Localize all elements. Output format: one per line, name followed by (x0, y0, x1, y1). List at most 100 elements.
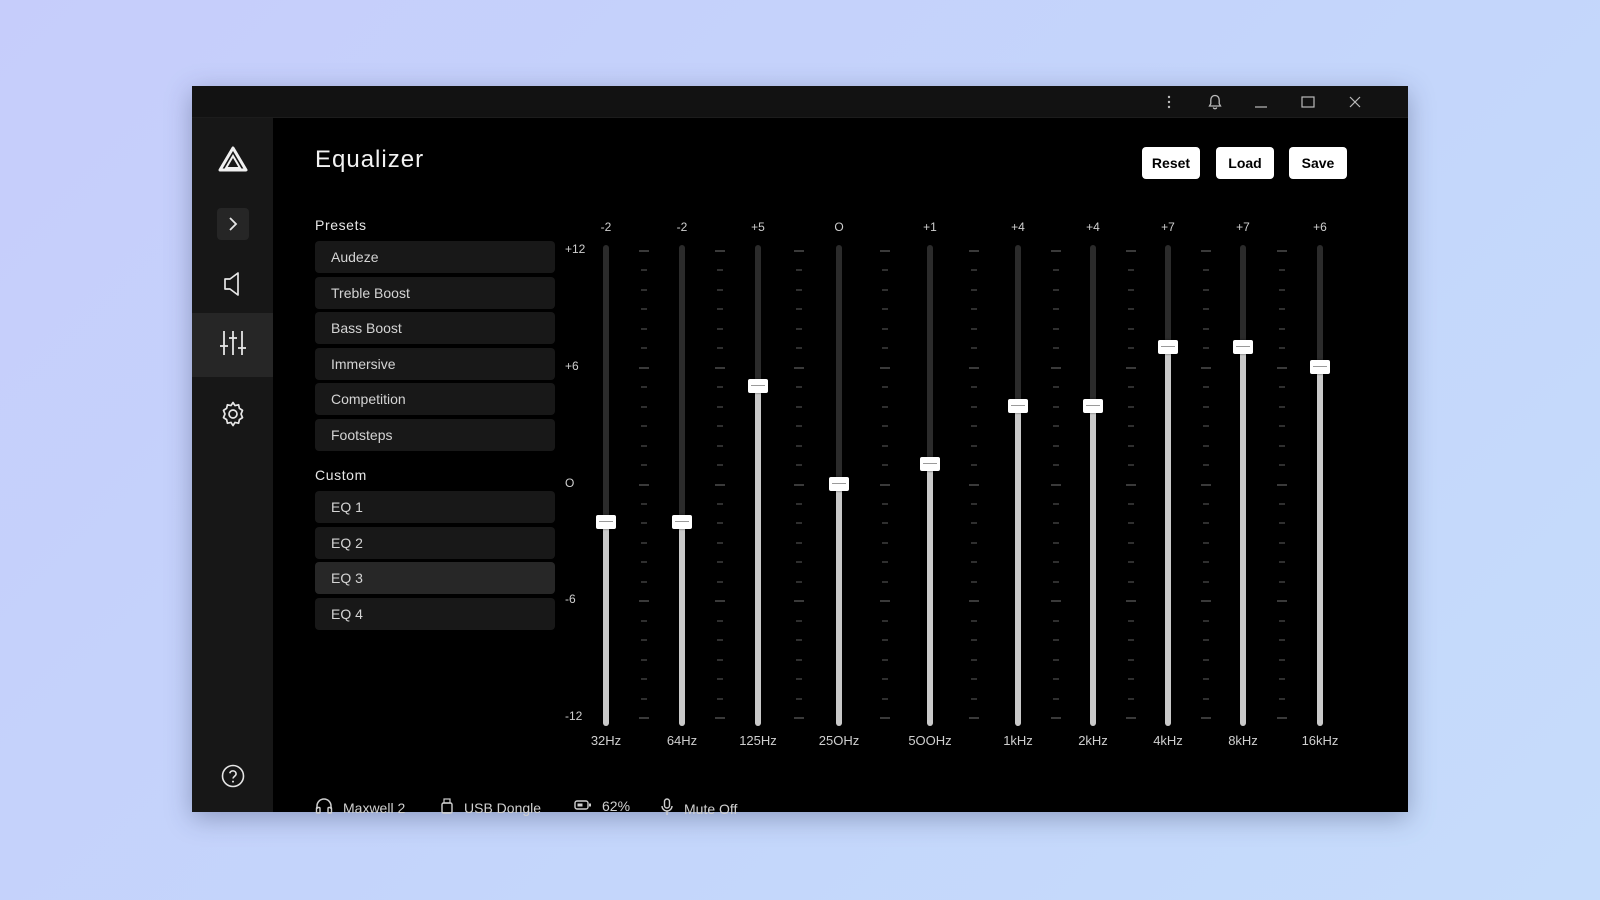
scale-tick (881, 580, 888, 583)
custom-item[interactable]: EQ 1 (315, 491, 555, 523)
scale-tick (881, 541, 888, 544)
scale-tick (715, 717, 725, 719)
scale-tick (715, 366, 725, 369)
slider-fill (927, 464, 933, 726)
slider-thumb[interactable] (920, 457, 940, 472)
scale-tick (881, 347, 888, 350)
maximize-icon[interactable] (1285, 86, 1331, 118)
slider-track[interactable] (927, 245, 933, 726)
scale-tick (881, 502, 888, 505)
slider-track[interactable] (1317, 245, 1323, 726)
scale-tick (881, 658, 888, 661)
scale-tick (795, 425, 802, 428)
custom-item[interactable]: EQ 3 (315, 562, 555, 594)
sidebar-item-help[interactable] (192, 756, 273, 800)
gear-icon (220, 401, 246, 431)
sidebar-item-audio[interactable] (192, 264, 273, 308)
save-button[interactable]: Save (1289, 147, 1347, 179)
slider-thumb[interactable] (1008, 398, 1028, 413)
close-icon[interactable] (1332, 86, 1378, 118)
headphones-icon (315, 798, 333, 817)
scale-tick (971, 697, 977, 700)
slider-track[interactable] (679, 245, 685, 726)
scale-tick (641, 327, 647, 330)
scale-tick (1202, 425, 1209, 428)
slider-thumb[interactable] (829, 476, 849, 491)
slider-thumb[interactable] (1158, 340, 1178, 355)
slider-thumb[interactable] (1083, 398, 1103, 413)
scale-tick (1052, 405, 1059, 408)
scale-tick (717, 541, 723, 544)
preset-item[interactable]: Treble Boost (315, 276, 555, 309)
slider-track[interactable] (1165, 245, 1171, 726)
scale-tick (795, 347, 802, 350)
sidebar (192, 118, 273, 812)
preset-item[interactable]: Immersive (315, 347, 555, 380)
battery-icon (574, 798, 592, 814)
slider-track[interactable] (1015, 245, 1021, 726)
scale-tick (717, 386, 723, 389)
scale-tick (1200, 717, 1211, 719)
scale-tick (971, 639, 977, 642)
scale-tick (1278, 561, 1285, 564)
sidebar-item-equalizer[interactable] (192, 313, 273, 377)
band-value-label: -2 (676, 220, 688, 234)
sidebar-item-settings[interactable] (192, 394, 273, 438)
scale-tick (1278, 269, 1285, 272)
minimize-icon[interactable] (1238, 86, 1284, 118)
scale-tick (641, 580, 647, 583)
scale-tick (1052, 288, 1059, 291)
slider-thumb[interactable] (672, 515, 692, 530)
expand-sidebar-button[interactable] (192, 206, 273, 242)
preset-item[interactable]: Bass Boost (315, 312, 555, 344)
more-vertical-icon[interactable] (1146, 86, 1192, 118)
load-button[interactable]: Load (1216, 147, 1274, 179)
band-value-label: -2 (600, 220, 612, 234)
scale-tick (795, 308, 802, 311)
scale-tick (717, 269, 723, 272)
status-mic: Mute Off (660, 798, 737, 819)
slider-track[interactable] (1240, 245, 1246, 726)
band-frequency-label: 125Hz (739, 733, 777, 748)
logo-icon[interactable] (192, 142, 273, 176)
scale-tick (795, 288, 802, 291)
scale-tick (793, 717, 804, 719)
scale-tick (1052, 347, 1059, 350)
scale-tick (1202, 502, 1209, 505)
slider-thumb[interactable] (596, 515, 616, 530)
slider-track[interactable] (755, 245, 761, 726)
bell-icon[interactable] (1192, 86, 1238, 118)
mic-status: Mute Off (684, 800, 738, 817)
scale-tick (1052, 444, 1059, 447)
scale-tick (1125, 366, 1136, 369)
slider-thumb[interactable] (1310, 359, 1330, 374)
scale-tick (1125, 717, 1136, 719)
scale-tick (971, 386, 977, 389)
reset-button[interactable]: Reset (1142, 147, 1200, 179)
scale-tick (795, 522, 802, 525)
slider-thumb[interactable] (1233, 340, 1253, 355)
slider-track[interactable] (1090, 245, 1096, 726)
scale-tick (1278, 405, 1285, 408)
scale-tick (971, 502, 977, 505)
band-value-label: +4 (1011, 220, 1025, 234)
preset-item[interactable]: Competition (315, 383, 555, 415)
slider-thumb[interactable] (748, 379, 768, 394)
scale-tick (641, 386, 647, 389)
slider-fill (1240, 347, 1246, 726)
scale-tick (971, 347, 977, 350)
preset-item[interactable]: Audeze (315, 241, 555, 273)
scale-tick (639, 483, 649, 486)
scale-tick (717, 308, 723, 311)
scale-tick (1200, 600, 1211, 603)
scale-tick (1278, 464, 1285, 467)
scale-tick (1202, 541, 1209, 544)
custom-item[interactable]: EQ 4 (315, 597, 555, 630)
band-frequency-label: 32Hz (590, 733, 622, 748)
preset-item[interactable]: Footsteps (315, 418, 555, 451)
slider-track[interactable] (603, 245, 609, 726)
scale-tick (1202, 580, 1209, 583)
custom-item[interactable]: EQ 2 (315, 526, 555, 559)
band-frequency-label: 2kHz (1078, 733, 1108, 748)
scale-tick (881, 425, 888, 428)
